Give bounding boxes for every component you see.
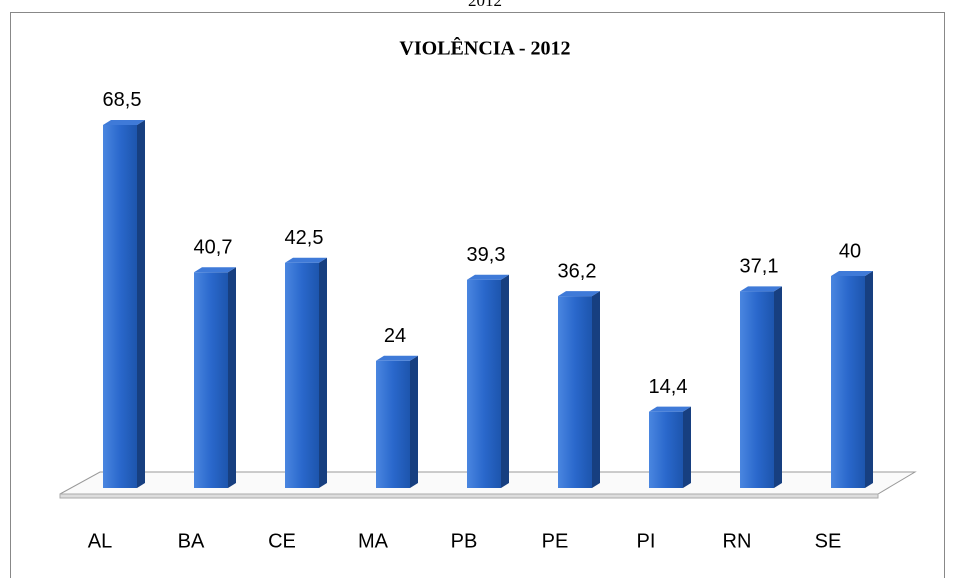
value-label: 68,5 [103,89,142,111]
floor-edge [59,493,879,499]
bar [103,119,145,488]
bar [194,267,236,488]
x-tick-label: RN [723,530,752,552]
chart-title: VIOLÊNCIA - 2012 [399,36,570,60]
value-label: 36,2 [558,260,597,282]
value-label: 42,5 [285,227,324,249]
value-label: 37,1 [740,256,779,278]
value-label: 24 [384,325,406,347]
value-label: 40 [839,240,861,262]
bar [558,291,600,488]
x-tick-label: PI [637,530,656,552]
bar [467,274,509,488]
value-label: 14,4 [649,376,688,398]
x-tick-label: MA [358,530,389,552]
x-tick-label: PB [451,530,478,552]
bar [285,257,327,488]
bar [740,286,782,488]
value-label: 39,3 [467,244,506,266]
value-label: 40,7 [194,237,233,259]
bar [831,271,873,488]
x-tick-label: PE [542,530,569,552]
bar [649,406,691,488]
x-tick-label: AL [88,530,112,552]
caption: 2012 [468,0,502,10]
x-tick-label: BA [178,530,205,552]
bar [376,355,418,488]
x-tick-label: CE [268,530,296,552]
x-tick-label: SE [815,530,842,552]
chart-frame [10,12,945,578]
